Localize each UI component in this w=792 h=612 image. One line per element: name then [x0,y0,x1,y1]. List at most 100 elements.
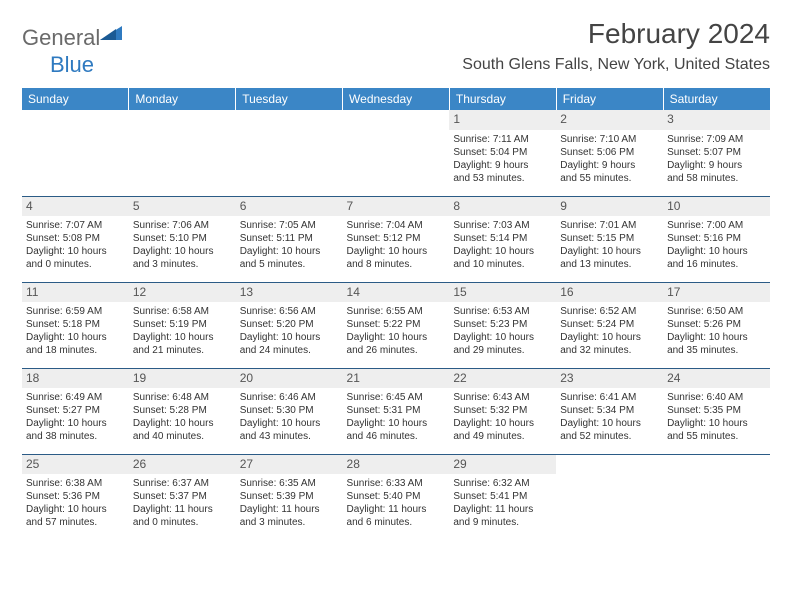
cell-daylight1: Daylight: 10 hours [667,245,766,258]
day-number: 11 [22,283,129,303]
calendar-cell [663,454,770,540]
cell-daylight2: and 5 minutes. [240,258,339,271]
cell-sunset: Sunset: 5:07 PM [667,146,766,159]
calendar-table: Sunday Monday Tuesday Wednesday Thursday… [22,88,770,540]
cell-sunrise: Sunrise: 7:00 AM [667,219,766,232]
cell-daylight1: Daylight: 10 hours [453,245,552,258]
day-number: 20 [236,369,343,389]
month-title: February 2024 [462,18,770,50]
cell-daylight2: and 0 minutes. [133,516,232,529]
cell-sunset: Sunset: 5:24 PM [560,318,659,331]
cell-daylight2: and 10 minutes. [453,258,552,271]
cell-sunset: Sunset: 5:32 PM [453,404,552,417]
cell-daylight1: Daylight: 10 hours [347,331,446,344]
day-number: 17 [663,283,770,303]
calendar-cell: 9Sunrise: 7:01 AMSunset: 5:15 PMDaylight… [556,196,663,282]
cell-sunrise: Sunrise: 6:48 AM [133,391,232,404]
calendar-cell: 16Sunrise: 6:52 AMSunset: 5:24 PMDayligh… [556,282,663,368]
cell-daylight2: and 9 minutes. [453,516,552,529]
cell-sunset: Sunset: 5:18 PM [26,318,125,331]
cell-daylight1: Daylight: 10 hours [133,245,232,258]
cell-sunset: Sunset: 5:06 PM [560,146,659,159]
calendar-cell: 27Sunrise: 6:35 AMSunset: 5:39 PMDayligh… [236,454,343,540]
cell-sunset: Sunset: 5:30 PM [240,404,339,417]
cell-daylight1: Daylight: 10 hours [667,417,766,430]
cell-sunset: Sunset: 5:14 PM [453,232,552,245]
cell-sunset: Sunset: 5:37 PM [133,490,232,503]
weekday-header: Tuesday [236,88,343,110]
calendar-cell: 8Sunrise: 7:03 AMSunset: 5:14 PMDaylight… [449,196,556,282]
cell-daylight1: Daylight: 11 hours [347,503,446,516]
cell-daylight2: and 55 minutes. [560,172,659,185]
cell-sunset: Sunset: 5:35 PM [667,404,766,417]
cell-daylight2: and 0 minutes. [26,258,125,271]
weekday-header: Saturday [663,88,770,110]
calendar-cell: 26Sunrise: 6:37 AMSunset: 5:37 PMDayligh… [129,454,236,540]
day-number: 15 [449,283,556,303]
calendar-cell: 23Sunrise: 6:41 AMSunset: 5:34 PMDayligh… [556,368,663,454]
cell-daylight1: Daylight: 10 hours [560,417,659,430]
cell-sunrise: Sunrise: 6:43 AM [453,391,552,404]
cell-daylight1: Daylight: 10 hours [26,331,125,344]
calendar-row: 4Sunrise: 7:07 AMSunset: 5:08 PMDaylight… [22,196,770,282]
day-number: 25 [22,455,129,475]
calendar-cell: 20Sunrise: 6:46 AMSunset: 5:30 PMDayligh… [236,368,343,454]
cell-sunrise: Sunrise: 6:52 AM [560,305,659,318]
calendar-cell: 21Sunrise: 6:45 AMSunset: 5:31 PMDayligh… [343,368,450,454]
calendar-cell: 4Sunrise: 7:07 AMSunset: 5:08 PMDaylight… [22,196,129,282]
calendar-header-row: Sunday Monday Tuesday Wednesday Thursday… [22,88,770,110]
cell-sunset: Sunset: 5:28 PM [133,404,232,417]
calendar-cell: 11Sunrise: 6:59 AMSunset: 5:18 PMDayligh… [22,282,129,368]
cell-daylight2: and 52 minutes. [560,430,659,443]
cell-sunrise: Sunrise: 7:07 AM [26,219,125,232]
cell-daylight2: and 38 minutes. [26,430,125,443]
cell-sunrise: Sunrise: 6:33 AM [347,477,446,490]
weekday-header: Monday [129,88,236,110]
cell-daylight2: and 18 minutes. [26,344,125,357]
day-number: 22 [449,369,556,389]
cell-sunset: Sunset: 5:10 PM [133,232,232,245]
day-number: 29 [449,455,556,475]
cell-sunset: Sunset: 5:31 PM [347,404,446,417]
logo-triangle-icon [100,24,122,40]
calendar-cell: 5Sunrise: 7:06 AMSunset: 5:10 PMDaylight… [129,196,236,282]
cell-daylight1: Daylight: 10 hours [240,245,339,258]
cell-daylight2: and 16 minutes. [667,258,766,271]
cell-sunrise: Sunrise: 6:46 AM [240,391,339,404]
cell-sunset: Sunset: 5:27 PM [26,404,125,417]
day-number: 21 [343,369,450,389]
calendar-cell [236,110,343,196]
cell-sunrise: Sunrise: 7:01 AM [560,219,659,232]
day-number: 28 [343,455,450,475]
cell-daylight1: Daylight: 10 hours [133,417,232,430]
cell-daylight2: and 35 minutes. [667,344,766,357]
weekday-header: Friday [556,88,663,110]
cell-daylight2: and 24 minutes. [240,344,339,357]
calendar-row: 18Sunrise: 6:49 AMSunset: 5:27 PMDayligh… [22,368,770,454]
cell-daylight2: and 58 minutes. [667,172,766,185]
day-number: 19 [129,369,236,389]
calendar-cell: 25Sunrise: 6:38 AMSunset: 5:36 PMDayligh… [22,454,129,540]
calendar-cell: 24Sunrise: 6:40 AMSunset: 5:35 PMDayligh… [663,368,770,454]
cell-sunrise: Sunrise: 7:05 AM [240,219,339,232]
day-number: 23 [556,369,663,389]
cell-daylight1: Daylight: 9 hours [667,159,766,172]
cell-daylight2: and 49 minutes. [453,430,552,443]
cell-sunrise: Sunrise: 6:50 AM [667,305,766,318]
cell-sunset: Sunset: 5:20 PM [240,318,339,331]
cell-daylight2: and 26 minutes. [347,344,446,357]
calendar-cell: 15Sunrise: 6:53 AMSunset: 5:23 PMDayligh… [449,282,556,368]
calendar-cell: 18Sunrise: 6:49 AMSunset: 5:27 PMDayligh… [22,368,129,454]
calendar-cell: 13Sunrise: 6:56 AMSunset: 5:20 PMDayligh… [236,282,343,368]
cell-daylight1: Daylight: 10 hours [453,331,552,344]
calendar-cell: 10Sunrise: 7:00 AMSunset: 5:16 PMDayligh… [663,196,770,282]
cell-daylight1: Daylight: 10 hours [347,245,446,258]
cell-sunrise: Sunrise: 6:38 AM [26,477,125,490]
calendar-cell: 1Sunrise: 7:11 AMSunset: 5:04 PMDaylight… [449,110,556,196]
calendar-cell: 22Sunrise: 6:43 AMSunset: 5:32 PMDayligh… [449,368,556,454]
cell-sunrise: Sunrise: 6:53 AM [453,305,552,318]
cell-sunset: Sunset: 5:16 PM [667,232,766,245]
calendar-cell: 29Sunrise: 6:32 AMSunset: 5:41 PMDayligh… [449,454,556,540]
cell-daylight1: Daylight: 10 hours [26,417,125,430]
cell-daylight1: Daylight: 11 hours [240,503,339,516]
